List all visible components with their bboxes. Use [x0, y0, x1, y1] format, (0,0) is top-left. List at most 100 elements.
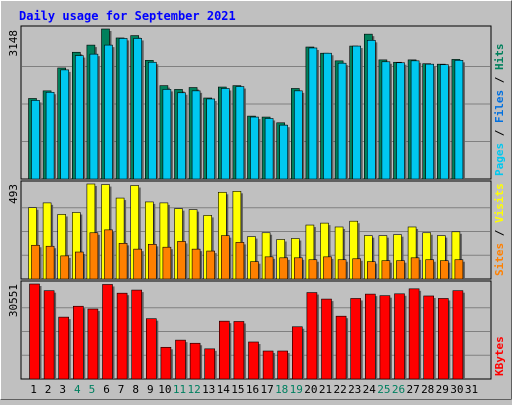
kbytes-bar [379, 295, 391, 380]
visits-y-max-label: 493 [7, 184, 20, 204]
files-bar [60, 69, 70, 180]
sites-bar [104, 229, 113, 280]
sites-bar [75, 251, 84, 280]
files-bar [148, 61, 157, 180]
legend-kbytes: KBytes [493, 336, 506, 376]
sites-bar [162, 246, 172, 280]
legend-sep-3: / [493, 223, 506, 243]
sites-bar [381, 260, 391, 280]
sites-bar [148, 244, 157, 280]
x-tick-label: 4 [74, 383, 81, 396]
x-tick-label: 5 [89, 383, 96, 396]
files-bar [206, 98, 215, 180]
x-tick-label: 27 [406, 383, 419, 396]
kbytes-bar [335, 315, 347, 380]
legend-middle: Sites / Visits [493, 183, 506, 276]
files-bar [177, 92, 186, 180]
x-tick-label: 6 [103, 383, 110, 396]
legend-sep-1: / [493, 123, 506, 143]
files-bar [162, 89, 172, 180]
sites-bar [425, 259, 435, 280]
sites-bar [352, 258, 362, 280]
kbytes-bar [233, 321, 245, 380]
files-bar [410, 60, 420, 180]
x-tick-label: 3 [59, 383, 66, 396]
legend-visits: Visits [493, 183, 506, 223]
x-tick-label: 2 [45, 383, 52, 396]
sites-bar [308, 259, 318, 280]
sites-bar [89, 232, 99, 280]
files-bar [279, 124, 289, 180]
files-bar [264, 118, 274, 180]
kbytes-bar [408, 288, 420, 380]
files-bar [250, 116, 259, 180]
kbytes-bar [146, 318, 157, 380]
files-bar [235, 86, 245, 180]
kbytes-bar [321, 298, 332, 380]
kbytes-bar [262, 350, 274, 380]
x-tick-label: 9 [147, 383, 154, 396]
kbytes-bar [29, 283, 40, 380]
legend-top: Pages / Files / Hits [493, 44, 506, 177]
sites-bar [60, 255, 70, 280]
x-tick-label: 18 [275, 383, 288, 396]
kbytes-bar [248, 341, 259, 380]
x-tick-label: 7 [118, 383, 125, 396]
files-bar [118, 38, 128, 180]
sites-bar [337, 259, 347, 280]
x-tick-label: 15 [231, 383, 244, 396]
kbytes-bar [131, 289, 142, 380]
bars-layer [28, 28, 465, 380]
files-bar [425, 63, 435, 180]
files-bar [45, 91, 55, 180]
sites-bar [250, 261, 259, 280]
chart-title: Daily usage for September 2021 [19, 9, 236, 23]
sites-bar [31, 244, 40, 280]
kbytes-bar [364, 293, 376, 380]
x-tick-label: 26 [392, 383, 405, 396]
x-tick-label: 31 [465, 383, 478, 396]
files-bar [89, 53, 99, 180]
kbytes-bar [219, 320, 230, 380]
sites-bar [323, 256, 332, 280]
sites-bar [293, 257, 303, 280]
x-tick-label: 23 [348, 383, 361, 396]
sites-bar [454, 259, 464, 280]
files-bar [308, 47, 318, 180]
kbytes-bar [175, 339, 186, 380]
x-tick-label: 20 [304, 383, 317, 396]
sites-bar [221, 235, 230, 280]
files-bar [293, 90, 303, 180]
kbytes-y-max-label: 30551 [7, 284, 20, 317]
legend-pages: Pages [493, 143, 506, 176]
kbytes-bar [423, 295, 435, 380]
kbytes-bar [87, 308, 99, 380]
x-tick-label: 1 [30, 383, 37, 396]
files-bar [352, 45, 362, 180]
files-bar [337, 62, 347, 180]
sites-bar [177, 241, 186, 280]
x-tick-label: 17 [260, 383, 273, 396]
kbytes-bar [350, 298, 362, 380]
x-tick-label: 21 [319, 383, 332, 396]
sites-bar [206, 250, 215, 280]
x-tick-label: 28 [421, 383, 434, 396]
sites-bar [279, 257, 289, 280]
kbytes-bar [102, 284, 113, 380]
x-axis-labels: 1 2 3 4 5 6 7 8 9 10 11 12 13 14 15 16 17 18 19 20 21 22 23 24 2… [30, 383, 478, 396]
x-tick-label: 11 [173, 383, 186, 396]
sites-bar [191, 248, 201, 280]
files-bar [396, 62, 405, 180]
files-bar [323, 52, 332, 180]
files-bar [104, 44, 113, 180]
x-tick-label: 12 [187, 383, 200, 396]
x-tick-label: 24 [363, 383, 377, 396]
legend-sites: Sites [493, 243, 506, 276]
legend-sep-2: / [493, 70, 506, 90]
kbytes-bar [43, 290, 55, 380]
x-tick-label: 13 [202, 383, 215, 396]
kbytes-bar [437, 298, 449, 380]
sites-bar [439, 260, 449, 280]
